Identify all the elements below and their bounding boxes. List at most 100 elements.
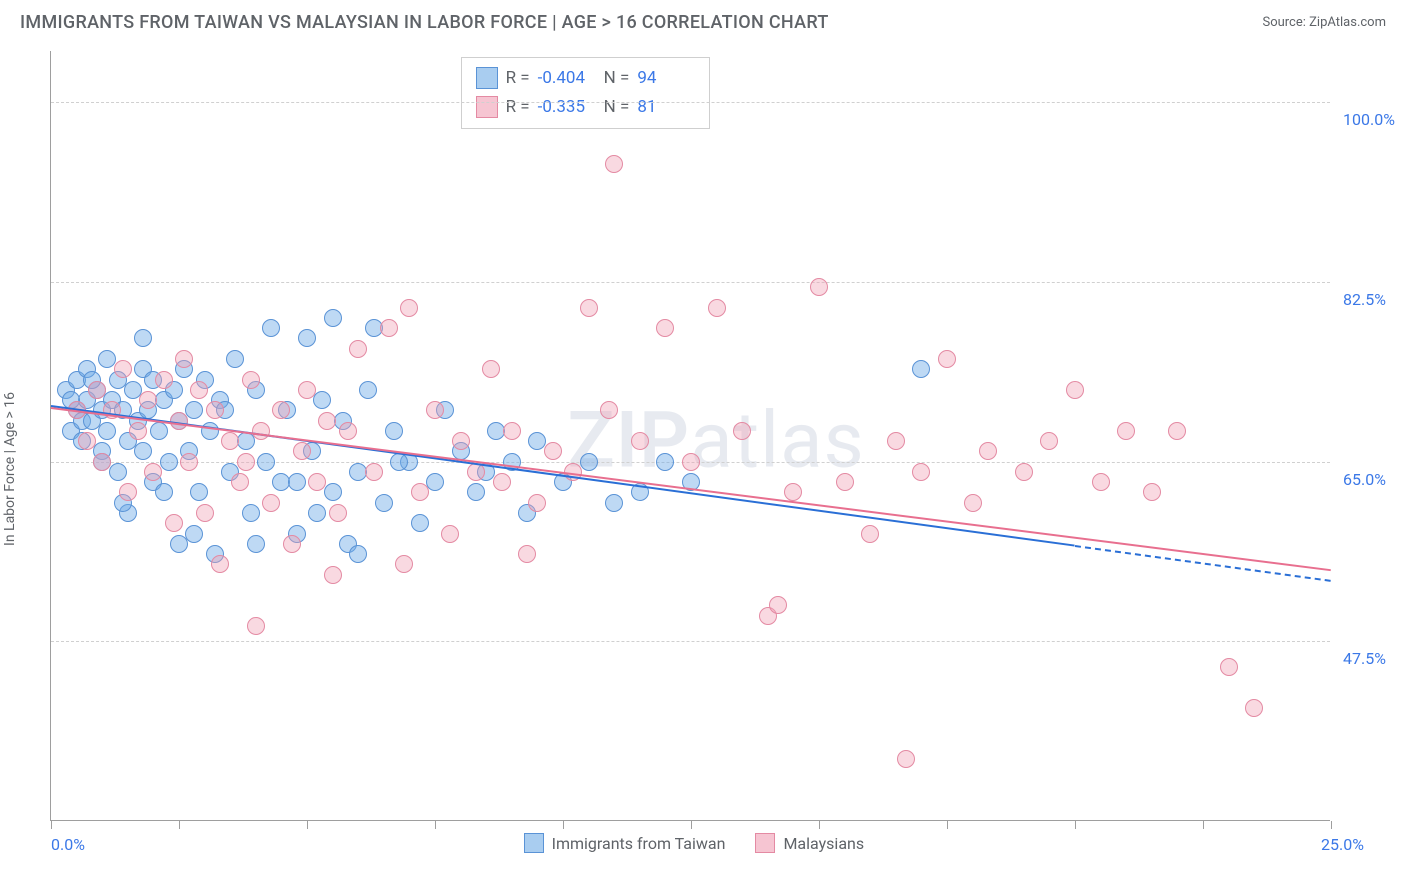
x-tick-mark	[307, 821, 308, 829]
legend-r-value: -0.404	[538, 64, 596, 93]
source-name: ZipAtlas.com	[1309, 15, 1386, 30]
data-point-malaysian	[88, 381, 106, 399]
series-label: Immigrants from Taiwan	[552, 834, 726, 853]
data-point-taiwan	[242, 504, 260, 522]
data-point-malaysian	[631, 432, 649, 450]
data-point-taiwan	[605, 494, 623, 512]
data-point-malaysian	[518, 545, 536, 563]
data-point-malaysian	[580, 299, 598, 317]
data-point-malaysian	[329, 504, 347, 522]
data-point-malaysian	[324, 566, 342, 584]
data-point-malaysian	[1168, 422, 1186, 440]
data-point-malaysian	[252, 422, 270, 440]
data-point-malaysian	[272, 401, 290, 419]
data-point-malaysian	[452, 432, 470, 450]
data-point-malaysian	[365, 463, 383, 481]
source-credit: Source: ZipAtlas.com	[1262, 15, 1386, 30]
source-prefix: Source:	[1262, 15, 1309, 30]
data-point-malaysian	[964, 494, 982, 512]
data-point-malaysian	[605, 155, 623, 173]
data-point-malaysian	[1143, 483, 1161, 501]
data-point-malaysian	[298, 381, 316, 399]
x-tick-mark	[435, 821, 436, 829]
data-point-malaysian	[175, 350, 193, 368]
data-point-malaysian	[129, 422, 147, 440]
data-point-taiwan	[375, 494, 393, 512]
legend-swatch	[476, 96, 498, 118]
gridline	[51, 641, 1330, 642]
y-tick-label: 47.5%	[1343, 649, 1386, 668]
plot-region: ZIPatlas R =-0.404N =94R =-0.335N =81 47…	[50, 51, 1330, 821]
data-point-taiwan	[324, 309, 342, 327]
data-point-taiwan	[308, 504, 326, 522]
data-point-taiwan	[160, 453, 178, 471]
data-point-taiwan	[349, 545, 367, 563]
data-point-malaysian	[262, 494, 280, 512]
legend-r-label: R =	[506, 64, 530, 93]
data-point-taiwan	[298, 329, 316, 347]
data-point-malaysian	[242, 371, 260, 389]
data-point-malaysian	[1092, 473, 1110, 491]
x-tick-mark	[179, 821, 180, 829]
data-point-taiwan	[359, 381, 377, 399]
data-point-taiwan	[257, 453, 275, 471]
series-legend: Immigrants from Taiwan Malaysians	[524, 833, 865, 853]
data-point-malaysian	[318, 412, 336, 430]
data-point-taiwan	[185, 401, 203, 419]
chart-title: IMMIGRANTS FROM TAIWAN VS MALAYSIAN IN L…	[20, 12, 829, 33]
data-point-taiwan	[155, 483, 173, 501]
data-point-malaysian	[139, 391, 157, 409]
data-point-malaysian	[1220, 658, 1238, 676]
chart-area: In Labor Force | Age > 16 ZIPatlas R =-0…	[0, 41, 1406, 881]
data-point-malaysian	[656, 319, 674, 337]
series-label: Malaysians	[783, 834, 864, 853]
data-point-taiwan	[580, 453, 598, 471]
data-point-malaysian	[1245, 699, 1263, 717]
legend-row-taiwan: R =-0.404N =94	[476, 64, 696, 93]
data-point-malaysian	[544, 442, 562, 460]
data-point-malaysian	[810, 278, 828, 296]
legend-r-value: -0.335	[538, 93, 596, 122]
data-point-taiwan	[226, 350, 244, 368]
chart-header: IMMIGRANTS FROM TAIWAN VS MALAYSIAN IN L…	[0, 0, 1406, 41]
x-tick-mark	[1203, 821, 1204, 829]
data-point-malaysian	[938, 350, 956, 368]
series-legend-item-malaysian: Malaysians	[755, 833, 864, 853]
data-point-taiwan	[656, 453, 674, 471]
data-point-taiwan	[313, 391, 331, 409]
data-point-taiwan	[262, 319, 280, 337]
data-point-taiwan	[912, 360, 930, 378]
data-point-malaysian	[308, 473, 326, 491]
data-point-malaysian	[400, 299, 418, 317]
x-min-label: 0.0%	[51, 835, 85, 854]
data-point-malaysian	[861, 525, 879, 543]
data-point-malaysian	[411, 483, 429, 501]
legend-row-malaysian: R =-0.335N =81	[476, 93, 696, 122]
data-point-taiwan	[185, 525, 203, 543]
data-point-malaysian	[493, 473, 511, 491]
data-point-taiwan	[288, 473, 306, 491]
gridline	[51, 102, 1330, 103]
data-point-taiwan	[201, 422, 219, 440]
data-point-malaysian	[78, 432, 96, 450]
data-point-malaysian	[979, 442, 997, 460]
series-legend-item-taiwan: Immigrants from Taiwan	[524, 833, 726, 853]
data-point-malaysian	[1117, 422, 1135, 440]
data-point-taiwan	[134, 329, 152, 347]
data-point-taiwan	[324, 483, 342, 501]
data-point-malaysian	[211, 555, 229, 573]
correlation-legend: R =-0.404N =94R =-0.335N =81	[461, 57, 711, 129]
data-point-malaysian	[1066, 381, 1084, 399]
data-point-malaysian	[1040, 432, 1058, 450]
x-tick-mark	[1075, 821, 1076, 829]
data-point-malaysian	[426, 401, 444, 419]
data-point-taiwan	[411, 514, 429, 532]
data-point-malaysian	[231, 473, 249, 491]
data-point-malaysian	[897, 750, 915, 768]
data-point-malaysian	[349, 340, 367, 358]
x-tick-mark	[947, 821, 948, 829]
gridline	[51, 282, 1330, 283]
y-tick-label: 65.0%	[1343, 470, 1386, 489]
data-point-malaysian	[784, 483, 802, 501]
data-point-malaysian	[708, 299, 726, 317]
